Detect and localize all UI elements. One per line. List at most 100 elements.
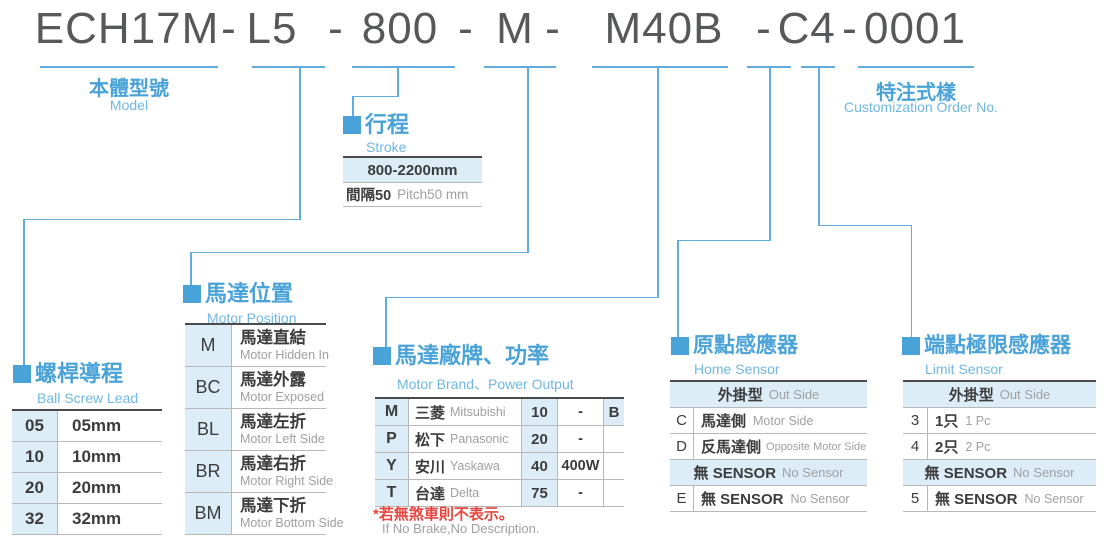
motor-position-title-zh: 馬達位置 — [205, 281, 294, 306]
power-code-cell: 75 — [522, 480, 558, 506]
code-cell: 5 — [903, 486, 928, 511]
table-row: C 馬達側 Motor Side — [670, 408, 867, 434]
value-cell: 馬達側 Motor Side — [694, 408, 813, 433]
connector-limit-down — [910, 224, 912, 339]
brand-zh: 台達 — [415, 485, 446, 503]
connector-home-drop — [769, 67, 771, 241]
group-header-row: 外掛型 Out Side — [903, 382, 1096, 408]
underline-stroke — [352, 66, 455, 68]
underline-motor — [592, 66, 728, 68]
brand-name-cell: 台達 Delta — [409, 480, 522, 506]
brand-code-cell: P — [375, 426, 409, 452]
brake-code-cell: B — [604, 399, 624, 425]
code-segment-motor: M40B — [604, 4, 724, 53]
home-sensor-section-title: 原點感應器 — [671, 333, 798, 359]
stroke-range: 800-2200mm — [367, 161, 458, 179]
group-zh: 無 SENSOR — [693, 465, 777, 482]
value-zh: 馬達下折 — [240, 497, 306, 515]
motor-brand-table: M 三菱 Mitsubishi 10 - B P 松下 Panasonic 20… — [375, 397, 624, 507]
table-row: BR 馬達右折 Motor Right Side — [185, 451, 333, 493]
brake-note-zh: *若無煞車則不表示。 — [373, 506, 514, 523]
wattage-cell: 400W — [558, 453, 604, 479]
code-cell: BL — [185, 409, 232, 450]
value-zh: 2只 — [935, 439, 959, 456]
code-cell: 3 — [903, 408, 928, 433]
value-en: Motor Left Side — [240, 432, 325, 446]
value-zh: 馬達直結 — [240, 329, 306, 347]
brand-code-cell: T — [375, 480, 409, 506]
connector-limit-drop — [818, 67, 820, 226]
value-cell: 無 SENSOR No Sensor — [694, 486, 850, 511]
underline-home — [747, 66, 791, 68]
code-segment-model: ECH17M — [34, 4, 220, 53]
group-header-row: 無 SENSOR No Sensor — [903, 460, 1096, 486]
value-en: Motor Exposed — [240, 390, 325, 404]
code-cell: 32 — [12, 504, 58, 534]
code-segment-lead: L5 — [246, 4, 298, 53]
power-code-cell: 20 — [522, 426, 558, 452]
underline-limit — [801, 66, 835, 68]
table-row: 4 2只 2 Pc — [903, 434, 1096, 460]
value-zh: 馬達外露 — [240, 371, 306, 389]
brake-note-en: If No Brake,No Description. — [382, 521, 540, 536]
table-row: 3 1只 1 Pc — [903, 408, 1096, 434]
brake-code-cell — [604, 426, 624, 452]
power-code-cell: 10 — [522, 399, 558, 425]
section-marker-icon — [343, 116, 361, 134]
value-cell: 反馬達側 Opposite Motor Side — [694, 434, 866, 459]
code-cell: BC — [185, 367, 232, 408]
section-marker-icon — [373, 347, 391, 365]
table-row: 05 05mm — [12, 411, 162, 442]
connector-motor-drop — [657, 67, 659, 298]
group-en: Out Side — [999, 387, 1051, 402]
group-zh: 外掛型 — [717, 387, 763, 404]
customization-callout-zh: 特注式樣 — [876, 82, 956, 104]
table-row: P 松下 Panasonic 20 - — [375, 426, 624, 453]
section-marker-icon — [183, 285, 201, 303]
code-segment-custom: 0001 — [864, 4, 966, 53]
wattage-cell: - — [558, 480, 604, 506]
motor-brand-section-title: 馬達廠牌、功率 — [373, 343, 549, 369]
brand-zh: 三菱 — [415, 404, 446, 422]
brand-code-cell: Y — [375, 453, 409, 479]
stroke-pitch-zh: 間隔50 — [346, 188, 392, 204]
table-row: Y 安川 Yaskawa 40 400W — [375, 453, 624, 480]
code-dash: - — [756, 4, 772, 53]
brand-en: Yaskawa — [450, 459, 500, 473]
section-marker-icon — [902, 337, 920, 355]
limit-sensor-title-zh: 端點極限感應器 — [924, 334, 1071, 357]
table-row: T 台達 Delta 75 - — [375, 480, 624, 507]
underline-position — [484, 66, 556, 68]
table-row: 32 32mm — [12, 504, 162, 535]
value-en: No Sensor — [790, 491, 850, 506]
motor-position-section-title: 馬達位置 — [183, 281, 293, 307]
value-en: Motor Hidden In — [240, 348, 329, 362]
table-row: 10 10mm — [12, 442, 162, 473]
code-dash: - — [545, 4, 561, 53]
table-row: BM 馬達下折 Motor Bottom Side — [185, 493, 344, 535]
connector-lead-down — [23, 218, 25, 369]
value-zh: 反馬達側 — [701, 439, 762, 456]
table-row: M 馬達直結 Motor Hidden In — [185, 325, 329, 367]
group-zh: 外掛型 — [948, 387, 994, 404]
stroke-pitch-row: 間隔50 Pitch50 mm — [343, 183, 482, 207]
connector-home-down — [677, 239, 679, 339]
brake-code-cell — [604, 453, 624, 479]
brand-name-cell: 松下 Panasonic — [409, 426, 522, 452]
code-cell: BM — [185, 493, 232, 534]
group-en: Out Side — [768, 387, 820, 402]
table-row: M 三菱 Mitsubishi 10 - B — [375, 399, 624, 426]
brand-name-cell: 三菱 Mitsubishi — [409, 399, 522, 425]
connector-stroke-across — [352, 95, 398, 97]
value-cell: 32mm — [72, 509, 122, 528]
model-callout-zh: 本體型號 — [89, 78, 169, 100]
home-sensor-title-en: Home Sensor — [694, 361, 780, 377]
code-segment-position: M — [496, 4, 534, 53]
section-marker-icon — [13, 365, 31, 383]
connector-lead-drop — [299, 67, 301, 220]
limit-sensor-title-en: Limit Sensor — [925, 361, 1003, 377]
ball-screw-lead-title-en: Ball Screw Lead — [37, 390, 139, 406]
code-dash: - — [458, 4, 474, 53]
brand-en: Panasonic — [450, 432, 509, 446]
value-cell: 馬達外露 Motor Exposed — [232, 367, 324, 408]
